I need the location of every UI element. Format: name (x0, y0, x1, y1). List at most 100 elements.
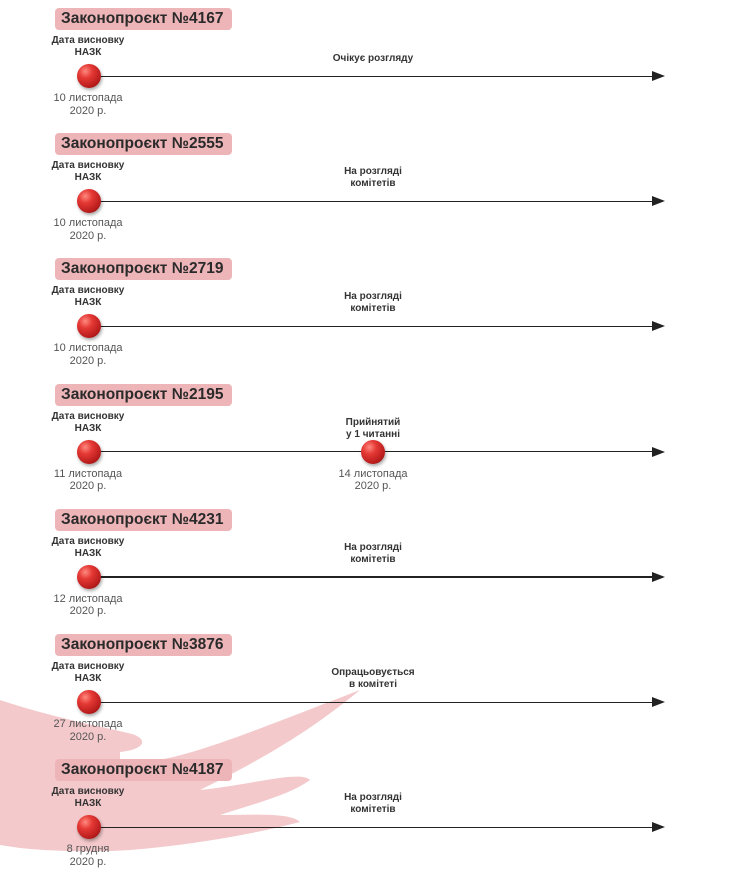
bill-title: Законопроєкт №2719 (55, 258, 233, 281)
label-line: Дата висновку (51, 285, 125, 297)
bill-timeline: Законопроєкт №3876 Дата висновку НАЗК Оп… (0, 634, 748, 759)
bill-status: На розгляді комітетів (303, 258, 443, 315)
nazk-date: 10 листопада 2020 р. (18, 92, 158, 117)
timeline-line (96, 701, 654, 703)
nazk-date-marker (77, 314, 101, 339)
status-line: у 1 читанні (346, 428, 400, 440)
arrow-head-icon (652, 321, 665, 332)
status-line: На розгляді (344, 792, 402, 804)
label-line: НАЗК (74, 547, 102, 559)
date-year: 2020 р. (69, 354, 107, 367)
date-year: 2020 р. (354, 480, 392, 493)
arrow-head-icon (652, 446, 665, 457)
date-day: 10 листопада (53, 342, 123, 355)
bill-title: Законопроєкт №3876 (55, 634, 233, 656)
arrow-head-icon (652, 697, 665, 707)
date-year: 2020 р. (69, 730, 107, 743)
bill-title: Законопроєкт №4167 (55, 8, 233, 30)
date-day: 10 листопада (53, 217, 123, 230)
nazk-date: 10 листопада 2020 р. (18, 217, 158, 242)
date-year: 2020 р. (69, 480, 107, 493)
bill-timeline: Законопроєкт №2719 Дата висновку НАЗК На… (0, 258, 748, 383)
status-line: На розгляді (344, 541, 402, 553)
bill-status: На розгляді комітетів (303, 133, 443, 190)
nazk-date-marker (77, 439, 101, 464)
label-line: Дата висновку (51, 35, 125, 46)
label-line: Дата висновку (51, 160, 125, 172)
status-date: 14 листопада 2020 р. (303, 468, 443, 493)
nazk-conclusion-label: Дата висновку НАЗК (18, 35, 158, 59)
nazk-date-marker (77, 189, 101, 214)
bill-status: Прийнятий у 1 читанні (303, 384, 443, 441)
arrow-head-icon (652, 196, 665, 207)
nazk-conclusion-label: Дата висновку НАЗК (18, 661, 158, 685)
nazk-date-marker (77, 564, 101, 589)
timeline-line (96, 200, 654, 202)
date-day: 10 листопада (53, 92, 123, 104)
bill-status: Опрацьовується в комітеті (303, 634, 443, 691)
nazk-date-marker (77, 815, 101, 840)
nazk-conclusion-label: Дата висновку НАЗК (18, 285, 158, 309)
status-line: На розгляді (344, 166, 402, 178)
nazk-date: 10 листопада 2020 р. (18, 342, 158, 367)
label-line: Дата висновку (51, 786, 125, 798)
date-day: 12 листопада (53, 592, 123, 605)
timeline-line (96, 75, 654, 77)
status-line: На розгляді (344, 291, 402, 303)
nazk-date: 8 грудня 2020 р. (18, 843, 158, 868)
label-line: НАЗК (74, 798, 102, 810)
bill-title: Законопроєкт №2195 (55, 383, 233, 406)
date-day: 14 листопада (338, 467, 408, 480)
timeline-line (96, 576, 654, 578)
status-line: Прийнятий (345, 416, 401, 428)
label-line: НАЗК (74, 297, 102, 309)
date-day: 27 листопада (53, 718, 123, 730)
status-line: комітетів (350, 804, 396, 816)
arrow-head-icon (652, 822, 665, 833)
timeline-line (96, 325, 654, 328)
bill-timeline: Законопроєкт №2195 Дата висновку НАЗК Пр… (0, 383, 748, 509)
nazk-date-marker (77, 64, 101, 88)
nazk-conclusion-label: Дата висновку НАЗК (18, 786, 158, 810)
date-year: 2020 р. (69, 104, 107, 117)
nazk-date: 12 листопада 2020 р. (18, 593, 158, 618)
bill-status: На розгляді комітетів (303, 509, 443, 566)
bill-timeline: Законопроєкт №4187 Дата висновку НАЗК На… (0, 759, 748, 884)
date-year: 2020 р. (69, 855, 107, 868)
bill-status: На розгляді комітетів (303, 759, 443, 816)
status-line: Опрацьовується (331, 667, 415, 678)
date-year: 2020 р. (69, 605, 107, 618)
bill-status: Очікує розгляду (303, 8, 443, 65)
bill-timeline: Законопроєкт №2555 Дата висновку НАЗК На… (0, 133, 748, 258)
bill-timeline: Законопроєкт №4231 Дата висновку НАЗК На… (0, 508, 748, 634)
status-line: комітетів (350, 553, 396, 565)
status-line: в комітеті (349, 679, 397, 690)
arrow-head-icon (652, 71, 665, 81)
nazk-date-marker (77, 690, 101, 714)
status-line: комітетів (350, 303, 396, 315)
nazk-conclusion-label: Дата висновку НАЗК (18, 411, 158, 435)
status-date-marker (361, 439, 385, 464)
label-line: НАЗК (74, 172, 102, 184)
bill-title: Законопроєкт №4187 (55, 759, 233, 782)
date-day: 8 грудня (66, 843, 110, 856)
label-line: НАЗК (74, 47, 102, 58)
arrow-head-icon (652, 571, 665, 582)
status-line: Очікує розгляду (332, 53, 414, 64)
nazk-conclusion-label: Дата висновку НАЗК (18, 536, 158, 560)
bill-title: Законопроєкт №2555 (55, 133, 233, 156)
label-line: Дата висновку (51, 535, 125, 547)
nazk-conclusion-label: Дата висновку НАЗК (18, 160, 158, 184)
label-line: Дата висновку (51, 661, 125, 672)
bill-title: Законопроєкт №4231 (55, 508, 233, 531)
bill-timeline: Законопроєкт №4167 Дата висновку НАЗК Оч… (0, 8, 748, 133)
label-line: Дата висновку (51, 410, 125, 422)
date-day: 11 листопада (53, 467, 123, 480)
nazk-date: 27 листопада 2020 р. (18, 718, 158, 743)
label-line: НАЗК (74, 673, 102, 684)
label-line: НАЗК (74, 422, 102, 434)
timeline-line (96, 826, 654, 828)
nazk-date: 11 листопада 2020 р. (18, 468, 158, 493)
date-year: 2020 р. (69, 229, 107, 242)
status-line: комітетів (350, 178, 396, 190)
